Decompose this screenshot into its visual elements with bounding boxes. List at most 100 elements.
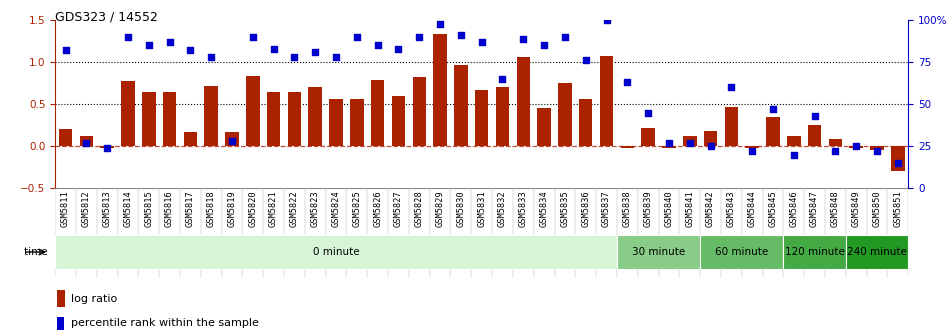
Point	[79, 140, 94, 145]
Text: 240 minute: 240 minute	[847, 247, 907, 257]
Text: GSM5840: GSM5840	[665, 190, 673, 227]
Bar	[246, 77, 260, 146]
Point	[370, 43, 385, 48]
Bar	[870, 146, 883, 151]
Text: GSM5814: GSM5814	[124, 190, 132, 227]
Text: GSM5849: GSM5849	[852, 190, 861, 227]
Bar	[849, 146, 863, 148]
Text: GSM5817: GSM5817	[185, 190, 195, 227]
Text: GSM5844: GSM5844	[747, 190, 757, 227]
Point	[515, 36, 531, 41]
Point	[890, 160, 905, 166]
Point	[349, 34, 364, 40]
Point	[328, 54, 343, 60]
Text: time: time	[24, 247, 50, 257]
Point	[536, 43, 552, 48]
Text: GSM5833: GSM5833	[519, 190, 528, 227]
Text: GSM5841: GSM5841	[686, 190, 694, 227]
Point	[599, 17, 614, 23]
Point	[183, 48, 198, 53]
Text: GSM5819: GSM5819	[227, 190, 237, 227]
Text: GSM5836: GSM5836	[581, 190, 591, 227]
Bar	[700, 235, 784, 269]
Bar	[828, 139, 843, 146]
Bar	[845, 235, 908, 269]
Point	[204, 54, 219, 60]
Text: GSM5845: GSM5845	[768, 190, 778, 227]
Bar	[121, 82, 135, 146]
Text: GSM5811: GSM5811	[61, 190, 70, 227]
Bar	[371, 80, 384, 146]
Bar	[142, 92, 156, 146]
Bar	[617, 235, 700, 269]
Bar	[59, 129, 72, 146]
Bar	[392, 96, 405, 146]
Bar	[579, 99, 592, 146]
Text: GSM5835: GSM5835	[560, 190, 570, 227]
Text: GSM5838: GSM5838	[623, 190, 631, 227]
Text: 60 minute: 60 minute	[715, 247, 768, 257]
Text: GSM5827: GSM5827	[394, 190, 403, 227]
Bar	[725, 107, 738, 146]
Bar	[784, 235, 845, 269]
Point	[433, 21, 448, 26]
Text: GSM5848: GSM5848	[831, 190, 840, 227]
Bar	[746, 146, 759, 148]
Text: GSM5822: GSM5822	[290, 190, 299, 227]
Point	[245, 34, 261, 40]
Point	[266, 46, 281, 51]
Text: log ratio: log ratio	[70, 294, 117, 304]
Text: GSM5826: GSM5826	[373, 190, 382, 227]
Bar	[57, 317, 65, 330]
Bar	[516, 57, 530, 146]
Bar	[807, 125, 822, 146]
Point	[703, 143, 718, 149]
Bar	[329, 99, 342, 146]
Bar	[891, 146, 904, 171]
Point	[121, 34, 136, 40]
Point	[454, 33, 469, 38]
Point	[786, 152, 802, 157]
Bar	[350, 99, 363, 146]
Bar	[57, 290, 66, 307]
Text: GSM5818: GSM5818	[206, 190, 216, 227]
Text: GSM5842: GSM5842	[706, 190, 715, 227]
Bar	[704, 131, 717, 146]
Point	[391, 46, 406, 51]
Point	[745, 149, 760, 154]
Bar	[434, 35, 447, 146]
Point	[287, 54, 302, 60]
Text: GSM5832: GSM5832	[498, 190, 507, 227]
Text: GSM5847: GSM5847	[810, 190, 819, 227]
Text: GSM5837: GSM5837	[602, 190, 611, 227]
Text: GSM5846: GSM5846	[789, 190, 798, 227]
Text: GSM5831: GSM5831	[477, 190, 486, 227]
Point	[58, 48, 73, 53]
Point	[620, 80, 635, 85]
Bar	[683, 136, 696, 146]
Point	[682, 140, 697, 145]
Point	[412, 34, 427, 40]
Bar	[204, 86, 218, 146]
Bar	[267, 92, 281, 146]
Bar	[495, 87, 509, 146]
Point	[578, 58, 593, 63]
Bar	[413, 77, 426, 146]
Text: GSM5834: GSM5834	[539, 190, 549, 227]
Bar	[641, 128, 655, 146]
Text: GSM5815: GSM5815	[145, 190, 153, 227]
Point	[869, 149, 884, 154]
Bar	[55, 235, 617, 269]
Point	[557, 34, 573, 40]
Bar	[558, 83, 572, 146]
Text: 120 minute: 120 minute	[785, 247, 844, 257]
Text: GSM5843: GSM5843	[727, 190, 736, 227]
Text: GSM5820: GSM5820	[248, 190, 258, 227]
Bar	[475, 90, 489, 146]
Bar	[80, 136, 93, 146]
Point	[100, 145, 115, 151]
Point	[807, 113, 823, 119]
Bar	[163, 92, 176, 146]
Point	[307, 49, 322, 55]
Text: 0 minute: 0 minute	[313, 247, 359, 257]
